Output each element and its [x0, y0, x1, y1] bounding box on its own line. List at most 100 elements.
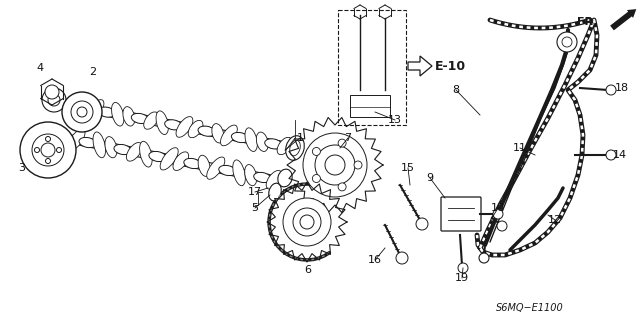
Circle shape [77, 107, 87, 117]
Ellipse shape [232, 132, 249, 143]
Circle shape [562, 37, 572, 47]
Circle shape [283, 198, 331, 246]
Circle shape [41, 143, 55, 157]
Text: 8: 8 [452, 85, 460, 95]
Polygon shape [408, 56, 432, 76]
Ellipse shape [164, 120, 182, 130]
Ellipse shape [245, 128, 257, 152]
Ellipse shape [79, 137, 96, 148]
Circle shape [42, 88, 66, 112]
Text: 5: 5 [252, 203, 259, 213]
Circle shape [71, 101, 93, 123]
Ellipse shape [198, 155, 210, 176]
Ellipse shape [149, 152, 166, 162]
Circle shape [35, 147, 40, 152]
Text: 3: 3 [19, 163, 26, 173]
Ellipse shape [111, 102, 124, 126]
Ellipse shape [98, 107, 115, 117]
Circle shape [300, 215, 314, 229]
Circle shape [62, 92, 102, 132]
Text: 9: 9 [426, 173, 433, 183]
Ellipse shape [87, 100, 104, 120]
Text: FR.: FR. [577, 17, 597, 27]
Ellipse shape [278, 169, 292, 187]
Ellipse shape [105, 137, 117, 158]
Circle shape [45, 85, 59, 99]
Circle shape [416, 218, 428, 230]
Ellipse shape [198, 126, 215, 136]
Ellipse shape [253, 172, 271, 182]
Circle shape [606, 150, 616, 160]
Ellipse shape [285, 136, 304, 160]
Circle shape [338, 139, 346, 147]
Ellipse shape [277, 137, 292, 155]
Text: 12: 12 [548, 215, 562, 225]
Circle shape [497, 221, 507, 231]
Circle shape [312, 174, 321, 182]
Text: E-10: E-10 [435, 60, 466, 72]
Circle shape [293, 208, 321, 236]
Ellipse shape [176, 116, 193, 137]
Ellipse shape [93, 132, 106, 158]
Ellipse shape [290, 140, 300, 156]
Ellipse shape [219, 165, 236, 175]
Ellipse shape [114, 145, 131, 155]
Circle shape [479, 253, 489, 263]
Circle shape [557, 32, 577, 52]
Circle shape [338, 183, 346, 191]
Ellipse shape [221, 125, 237, 146]
Bar [338, 10, 406, 125]
Text: 10: 10 [491, 203, 505, 213]
Ellipse shape [184, 159, 201, 169]
Circle shape [56, 147, 61, 152]
Ellipse shape [266, 170, 282, 189]
Text: 4: 4 [36, 63, 44, 73]
Text: 2: 2 [90, 67, 97, 77]
Ellipse shape [269, 183, 281, 201]
Text: S6MQ−E1100: S6MQ−E1100 [496, 303, 564, 313]
Text: 15: 15 [401, 163, 415, 173]
Circle shape [45, 159, 51, 164]
Ellipse shape [233, 160, 245, 186]
Circle shape [32, 134, 64, 166]
Circle shape [396, 252, 408, 264]
Ellipse shape [131, 113, 148, 123]
Ellipse shape [144, 112, 159, 129]
Circle shape [312, 147, 321, 155]
Text: 1: 1 [296, 133, 303, 143]
Circle shape [606, 85, 616, 95]
Circle shape [458, 263, 468, 273]
Ellipse shape [256, 132, 268, 152]
Ellipse shape [244, 165, 257, 186]
Bar [350, 95, 390, 117]
Ellipse shape [160, 148, 178, 170]
Ellipse shape [67, 129, 85, 151]
FancyBboxPatch shape [441, 197, 481, 231]
Circle shape [45, 137, 51, 142]
Ellipse shape [140, 141, 152, 167]
FancyArrow shape [610, 9, 636, 30]
Ellipse shape [127, 143, 142, 161]
Text: 19: 19 [455, 273, 469, 283]
Circle shape [354, 161, 362, 169]
Text: 16: 16 [368, 255, 382, 265]
Text: 17: 17 [248, 187, 262, 197]
Circle shape [325, 155, 345, 175]
Text: 11: 11 [513, 143, 527, 153]
Ellipse shape [188, 120, 203, 138]
Text: 18: 18 [615, 83, 629, 93]
Text: 7: 7 [344, 133, 351, 143]
Ellipse shape [123, 107, 135, 126]
Ellipse shape [207, 157, 225, 179]
Circle shape [48, 94, 60, 106]
Ellipse shape [173, 152, 189, 170]
Text: 13: 13 [388, 115, 402, 125]
Text: 6: 6 [305, 265, 312, 275]
Circle shape [303, 133, 367, 197]
Ellipse shape [156, 111, 168, 135]
Text: 14: 14 [613, 150, 627, 160]
Circle shape [315, 145, 355, 185]
Ellipse shape [265, 139, 282, 149]
Ellipse shape [212, 123, 224, 143]
Circle shape [493, 209, 503, 219]
